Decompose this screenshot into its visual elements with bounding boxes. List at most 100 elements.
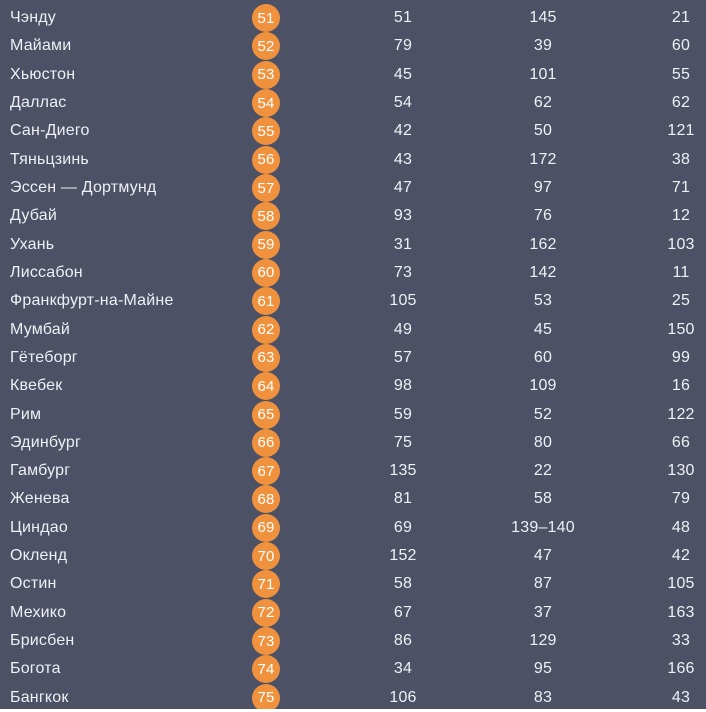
city-name: Гамбург xyxy=(10,462,71,480)
value-col-3: 163 xyxy=(667,603,695,621)
rank-badge: 68 xyxy=(252,485,280,514)
city-name: Мумбай xyxy=(10,320,70,338)
value-col-2: 87 xyxy=(533,575,553,593)
rank-badge: 71 xyxy=(252,570,280,599)
table-row: Дубай 58 93 76 12 xyxy=(0,202,706,231)
bottom-strip xyxy=(0,708,706,712)
value-col-3: 130 xyxy=(667,462,695,480)
value-col-1: 49 xyxy=(393,320,413,338)
rank-badge: 57 xyxy=(252,174,280,203)
table-row: Эдинбург 66 75 80 66 xyxy=(0,428,706,457)
value-col-1: 135 xyxy=(389,462,417,480)
table-row: Циндао 69 69 139–140 48 xyxy=(0,513,706,542)
value-col-2: 101 xyxy=(529,65,557,83)
rank-badge: 56 xyxy=(252,145,280,174)
city-name: Богота xyxy=(10,660,61,678)
value-col-2: 145 xyxy=(529,9,557,27)
value-col-3: 38 xyxy=(671,150,691,168)
value-col-1: 42 xyxy=(393,122,413,140)
rank-badge: 53 xyxy=(252,60,280,89)
value-col-3: 79 xyxy=(671,490,691,508)
value-col-2: 60 xyxy=(533,348,553,366)
table-row: Окленд 70 152 47 42 xyxy=(0,542,706,571)
value-col-1: 51 xyxy=(393,9,413,27)
rank-badge: 51 xyxy=(252,4,280,33)
city-name: Циндао xyxy=(10,518,68,536)
city-name: Ухань xyxy=(10,235,55,253)
value-col-2: 172 xyxy=(529,150,557,168)
city-name: Рим xyxy=(10,405,42,423)
city-name: Остин xyxy=(10,575,57,593)
value-col-3: 21 xyxy=(671,9,691,27)
city-name: Чэнду xyxy=(10,9,56,27)
table-row: Эссен — Дортмунд 57 47 97 71 xyxy=(0,174,706,203)
value-col-2: 52 xyxy=(533,405,553,423)
value-col-1: 69 xyxy=(393,518,413,536)
value-col-2: 62 xyxy=(533,94,553,112)
value-col-2: 83 xyxy=(533,688,553,706)
value-col-2: 162 xyxy=(529,235,557,253)
table-row: Даллас 54 54 62 62 xyxy=(0,89,706,118)
value-col-1: 57 xyxy=(393,348,413,366)
value-col-3: 71 xyxy=(671,179,691,197)
rank-badge: 60 xyxy=(252,258,280,287)
table-body: Чэнду 51 51 145 21 Майами 52 79 39 60 Хьюстон 53 45 1… xyxy=(0,4,706,712)
value-col-1: 93 xyxy=(393,207,413,225)
rank-badge: 75 xyxy=(252,683,280,712)
value-col-1: 86 xyxy=(393,632,413,650)
city-name: Бангкок xyxy=(10,688,69,706)
value-col-3: 105 xyxy=(667,575,695,593)
rank-badge: 61 xyxy=(252,287,280,316)
city-name: Окленд xyxy=(10,547,68,565)
value-col-3: 12 xyxy=(671,207,691,225)
table-row: Сан-Диего 55 42 50 121 xyxy=(0,117,706,146)
value-col-3: 16 xyxy=(671,377,691,395)
rank-badge: 54 xyxy=(252,89,280,118)
city-name: Даллас xyxy=(10,94,67,112)
city-name: Сан-Диего xyxy=(10,122,90,140)
value-col-2: 97 xyxy=(533,179,553,197)
city-name: Брисбен xyxy=(10,632,75,650)
value-col-3: 122 xyxy=(667,405,695,423)
city-name: Майами xyxy=(10,37,72,55)
rank-badge: 59 xyxy=(252,230,280,259)
rank-badge: 65 xyxy=(252,400,280,429)
value-col-2: 80 xyxy=(533,433,553,451)
value-col-2: 47 xyxy=(533,547,553,565)
table-row: Чэнду 51 51 145 21 xyxy=(0,4,706,33)
rank-badge: 70 xyxy=(252,542,280,571)
table-row: Женева 68 81 58 79 xyxy=(0,485,706,514)
table-row: Мехико 72 67 37 163 xyxy=(0,598,706,627)
value-col-2: 139–140 xyxy=(511,518,575,536)
value-col-2: 76 xyxy=(533,207,553,225)
rank-badge: 74 xyxy=(252,655,280,684)
table-row: Остин 71 58 87 105 xyxy=(0,570,706,599)
value-col-1: 67 xyxy=(393,603,413,621)
table-row: Рим 65 59 52 122 xyxy=(0,400,706,429)
city-name: Лиссабон xyxy=(10,263,83,281)
value-col-2: 109 xyxy=(529,377,557,395)
value-col-3: 43 xyxy=(671,688,691,706)
value-col-1: 43 xyxy=(393,150,413,168)
value-col-3: 11 xyxy=(672,263,690,281)
rank-badge: 64 xyxy=(252,372,280,401)
rank-badge: 63 xyxy=(252,343,280,372)
city-name: Женева xyxy=(10,490,70,508)
table-row: Ухань 59 31 162 103 xyxy=(0,230,706,259)
rank-badge: 73 xyxy=(252,627,280,656)
city-name: Мехико xyxy=(10,603,67,621)
table-row: Хьюстон 53 45 101 55 xyxy=(0,60,706,89)
city-name: Квебек xyxy=(10,377,63,395)
value-col-1: 45 xyxy=(393,65,413,83)
value-col-2: 45 xyxy=(533,320,553,338)
table-row: Франкфурт-на-Майне 61 105 53 25 xyxy=(0,287,706,316)
value-col-1: 47 xyxy=(393,179,413,197)
value-col-3: 25 xyxy=(671,292,691,310)
value-col-3: 99 xyxy=(671,348,691,366)
rank-badge: 67 xyxy=(252,457,280,486)
value-col-1: 31 xyxy=(393,235,413,253)
table-row: Брисбен 73 86 129 33 xyxy=(0,627,706,656)
table-row: Гётеборг 63 57 60 99 xyxy=(0,343,706,372)
value-col-3: 60 xyxy=(671,37,691,55)
